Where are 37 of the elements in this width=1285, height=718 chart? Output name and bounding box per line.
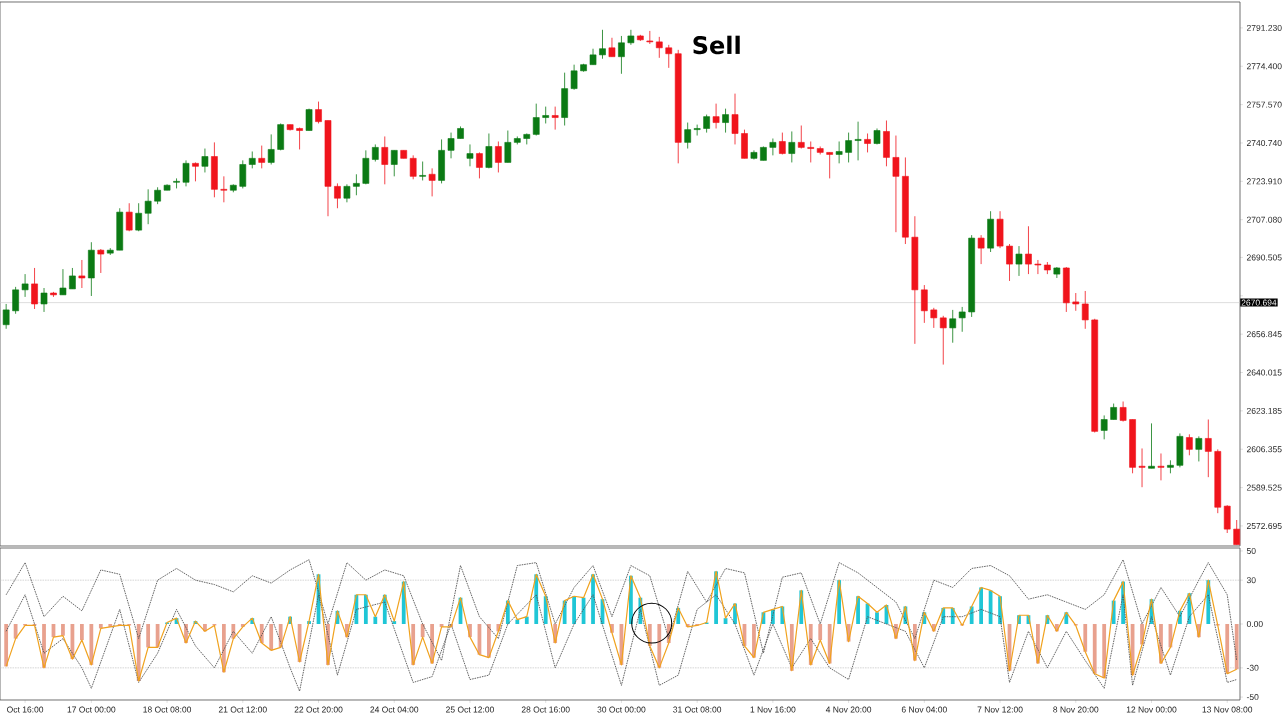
- x-tick-label: 30 Oct 00:00: [597, 706, 646, 713]
- x-tick-label: 22 Oct 20:00: [294, 706, 343, 713]
- y-tick-label: -50: [1246, 694, 1259, 701]
- y-tick-label: 2656.845: [1246, 331, 1282, 338]
- y-tick-label: -30: [1246, 664, 1259, 671]
- x-tick-label: 4 Nov 20:00: [825, 706, 872, 713]
- y-tick-label: 2757.570: [1246, 101, 1282, 108]
- y-tick-label: 2606.355: [1246, 446, 1282, 453]
- y-tick-label: 2723.910: [1246, 178, 1282, 185]
- y-tick-label: 2572.695: [1246, 522, 1282, 529]
- y-tick-label: 0.00: [1246, 621, 1263, 628]
- x-tick-label: 17 Oct 00:00: [67, 706, 116, 713]
- y-tick-label: 2589.525: [1246, 484, 1282, 491]
- x-tick-label: 13 Nov 08:00: [1202, 706, 1253, 713]
- y-tick-label: 2774.400: [1246, 63, 1282, 70]
- y-tick-label: 2740.740: [1246, 139, 1282, 146]
- x-tick-label: 8 Nov 20:00: [1053, 706, 1099, 713]
- x-tick-label: 6 Nov 04:00: [901, 706, 947, 713]
- x-tick-label: 21 Oct 12:00: [218, 706, 267, 713]
- y-tick-label: 2640.015: [1246, 369, 1282, 376]
- x-tick-label: 18 Oct 08:00: [143, 706, 192, 713]
- y-tick-label: 2791.230: [1246, 24, 1282, 31]
- y-tick-label: 2690.505: [1246, 254, 1282, 261]
- annotation: Sell: [693, 35, 740, 55]
- x-tick-label: 25 Oct 12:00: [446, 706, 494, 713]
- ref-line-label: 2670.694: [1241, 299, 1277, 306]
- y-tick-label: 2623.185: [1246, 407, 1282, 414]
- x-tick-label: 12 Nov 00:00: [1126, 706, 1177, 713]
- x-tick-label: 7 Nov 12:00: [977, 706, 1023, 713]
- x-tick-label: Oct 16:00: [7, 706, 44, 713]
- y-tick-label: 30: [1246, 577, 1256, 584]
- x-tick-label: 31 Oct 08:00: [673, 706, 722, 713]
- x-tick-label: 1 Nov 16:00: [750, 706, 796, 713]
- x-tick-label: 28 Oct 16:00: [521, 706, 570, 713]
- y-tick-label: 50: [1246, 547, 1256, 554]
- y-tick-label: 2707.080: [1246, 216, 1282, 223]
- x-tick-label: 24 Oct 04:00: [370, 706, 419, 713]
